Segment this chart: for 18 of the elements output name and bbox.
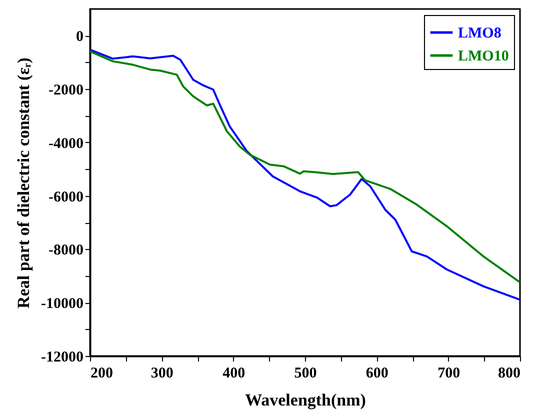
y-tick-label: -8000 [48,242,84,259]
y-tick-label: -10000 [41,296,84,312]
x-tick-label: 700 [438,366,460,382]
y-tick-label: -12000 [41,350,84,366]
y-tick-label: -6000 [48,189,84,206]
x-axis-title: Wavelength(nm) [245,390,366,410]
x-tick-label: 800 [498,366,520,382]
x-tick-label: 300 [150,366,174,382]
x-tick-label: 600 [366,366,388,382]
y-axis-title: Real part of dielectric constant (εᵣ) [14,58,34,308]
x-tick-label: 500 [294,366,317,382]
legend-label: LMO10 [458,48,509,64]
y-tick-label: -2000 [48,82,84,99]
y-tick-label: 0 [76,29,84,46]
legend-label: LMO8 [458,26,502,42]
x-tick-label: 200 [90,366,113,382]
y-tick-label: -4000 [48,136,84,152]
x-tick-label: 400 [222,366,246,382]
